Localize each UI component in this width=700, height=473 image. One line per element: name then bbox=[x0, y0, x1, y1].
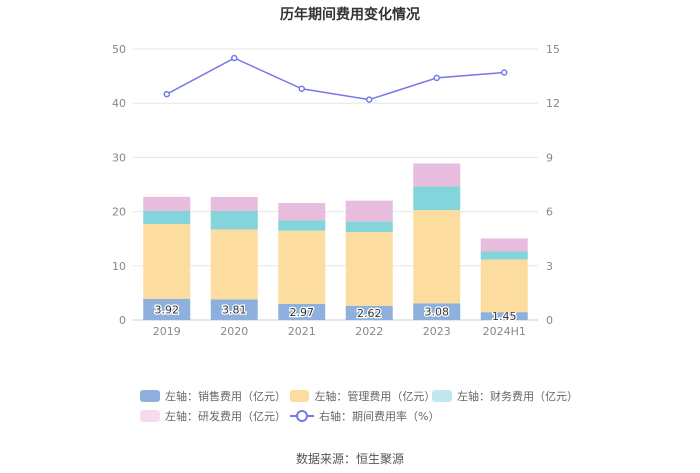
x-tick-label: 2019 bbox=[153, 325, 181, 338]
bar-data-label: 3.92 bbox=[155, 303, 180, 316]
x-tick-label: 2023 bbox=[423, 325, 451, 338]
bar-segment-finance bbox=[143, 210, 191, 224]
legend-row-1: 左轴：销售费用（亿元） 左轴：管理费用（亿元） 左轴：财务费用（亿元） bbox=[140, 386, 580, 406]
bar-segment-sales bbox=[413, 303, 461, 320]
legend-label-sales: 左轴：销售费用（亿元） bbox=[165, 390, 286, 403]
legend-item-admin[interactable]: 左轴：管理费用（亿元） bbox=[290, 388, 436, 404]
bar-segment-finance bbox=[345, 221, 393, 233]
bar-segment-sales bbox=[143, 298, 191, 320]
line-point bbox=[231, 54, 238, 62]
bar-segment-admin bbox=[413, 210, 461, 304]
legend-item-sales[interactable]: 左轴：销售费用（亿元） bbox=[140, 388, 290, 404]
x-tick-label: 2020 bbox=[220, 325, 248, 338]
line-point bbox=[433, 74, 440, 82]
bar-segment-rd bbox=[413, 163, 461, 187]
legend-swatch-rd bbox=[140, 410, 160, 422]
x-tick-label: 2024H1 bbox=[483, 325, 526, 338]
data-source: 数据来源：恒生聚源 bbox=[295, 452, 404, 466]
y-left-tick-label: 10 bbox=[112, 260, 126, 273]
y-left-tick-label: 20 bbox=[112, 206, 126, 219]
y-right-tick-label: 0 bbox=[546, 314, 553, 327]
bar-segment-sales bbox=[210, 299, 258, 320]
legend-swatch-sales bbox=[140, 390, 160, 402]
legend-row-2: 左轴：研发费用（亿元） 右轴：期间费用率（%） bbox=[140, 406, 580, 426]
legend-item-rd[interactable]: 左轴：研发费用（亿元） bbox=[140, 408, 290, 424]
bar-segment-rd bbox=[143, 196, 191, 211]
bar-segment-sales bbox=[480, 312, 528, 320]
legend-label-rd: 左轴：研发费用（亿元） bbox=[165, 410, 286, 423]
bar-segment-admin bbox=[278, 230, 326, 304]
bar-segment-rd bbox=[345, 200, 393, 222]
bar-segment-finance bbox=[278, 220, 326, 231]
chart-title: 历年期间费用变化情况 bbox=[280, 7, 420, 23]
legend-label-finance: 左轴：财务费用（亿元） bbox=[457, 390, 578, 403]
bar-segment-rd bbox=[480, 238, 528, 252]
line-point bbox=[163, 90, 170, 98]
line-point bbox=[501, 69, 508, 76]
x-tick-label: 2021 bbox=[288, 325, 316, 338]
y-right-tick-label: 3 bbox=[546, 260, 553, 273]
bar-data-label: 3.81 bbox=[222, 304, 247, 317]
bar-segment-finance bbox=[210, 211, 258, 230]
legend-item-expense-ratio[interactable]: 右轴：期间费用率（%） bbox=[290, 408, 439, 424]
legend-item-finance[interactable]: 左轴：财务费用（亿元） bbox=[432, 388, 578, 404]
y-left-tick-label: 30 bbox=[112, 151, 126, 164]
y-right-tick-label: 15 bbox=[546, 43, 560, 56]
line-point bbox=[298, 85, 305, 92]
bar-segment-sales bbox=[278, 303, 326, 320]
y-left-tick-label: 40 bbox=[112, 97, 126, 110]
line-point bbox=[366, 96, 373, 103]
bar-data-label: 3.08 bbox=[425, 306, 450, 319]
y-right-tick-label: 6 bbox=[546, 206, 553, 219]
legend-swatch-finance bbox=[432, 390, 452, 402]
bar-segment-admin bbox=[345, 232, 393, 306]
bar-segment-admin bbox=[210, 229, 258, 300]
bar-segment-rd bbox=[278, 203, 326, 221]
y-left-tick-label: 0 bbox=[119, 314, 126, 327]
chart-plot: 0 10 20 30 40 50 0 3 6 9 12 15 3.92 2019 3.81 2020 2.97 2… bbox=[112, 43, 560, 338]
bar-segment-finance bbox=[413, 186, 461, 211]
x-tick-label: 2022 bbox=[355, 325, 383, 338]
bar-segment-rd bbox=[210, 196, 258, 212]
legend-label-admin: 左轴：管理费用（亿元） bbox=[314, 390, 436, 403]
legend-swatch-admin bbox=[290, 390, 310, 402]
legend-swatch-expense-ratio bbox=[290, 410, 314, 422]
bar-segment-admin bbox=[480, 259, 528, 313]
y-left-tick-label: 50 bbox=[112, 43, 126, 56]
line-expense-ratio bbox=[166, 57, 505, 101]
bar-data-label: 2.97 bbox=[290, 306, 315, 319]
legend: 左轴：销售费用（亿元） 左轴：管理费用（亿元） 左轴：财务费用（亿元） 左轴：研… bbox=[140, 386, 580, 426]
y-right-tick-label: 9 bbox=[546, 151, 553, 164]
bar-data-label: 1.45 bbox=[492, 310, 517, 323]
legend-label-expense-ratio: 右轴：期间费用率（%） bbox=[319, 410, 440, 423]
bar-segment-admin bbox=[143, 223, 191, 299]
y-right-tick-label: 12 bbox=[546, 97, 560, 110]
bar-segment-sales bbox=[345, 305, 393, 320]
bar-segment-finance bbox=[480, 251, 528, 260]
bar-data-label: 2.62 bbox=[357, 307, 382, 320]
